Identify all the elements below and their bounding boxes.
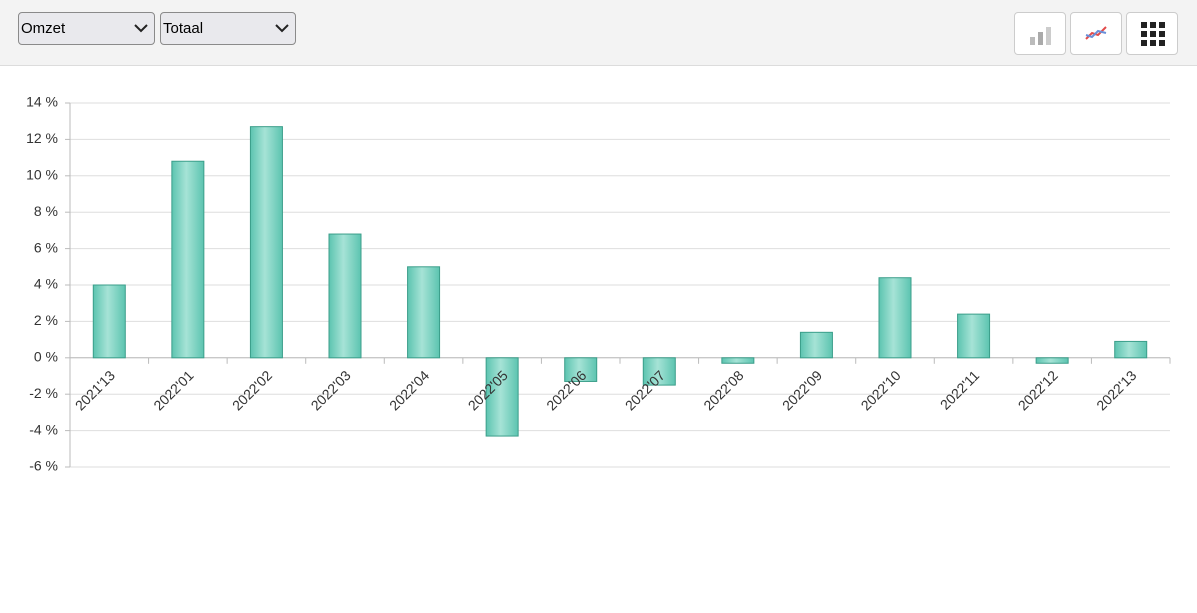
toolbar: Omzet Totaal xyxy=(0,0,1197,66)
table-button[interactable] xyxy=(1126,12,1178,55)
bar xyxy=(878,277,912,359)
chevron xyxy=(275,24,289,33)
x-tick-label: 2022'11 xyxy=(937,367,983,413)
grid-icon xyxy=(1141,22,1165,46)
y-tick-label: 4 % xyxy=(34,276,58,292)
bar-icon xyxy=(1030,27,1051,45)
y-tick-label: 12 % xyxy=(26,130,58,146)
x-tick-label: 2022'13 xyxy=(1093,367,1139,413)
measure-select[interactable]: Omzet xyxy=(18,12,155,45)
x-tick-label: 2022'01 xyxy=(150,367,196,413)
bar xyxy=(721,357,755,364)
x-tick-label: 2022'03 xyxy=(308,367,354,413)
y-tick-label: 14 % xyxy=(26,94,58,110)
line-icon xyxy=(1085,26,1107,40)
x-tick-label: 2022'08 xyxy=(700,367,746,413)
y-tick-label: 8 % xyxy=(34,203,58,219)
line-chart-button[interactable] xyxy=(1070,12,1122,55)
chevron xyxy=(134,24,148,33)
y-tick-label: -4 % xyxy=(29,421,58,437)
x-tick-label: 2022'04 xyxy=(386,367,432,413)
aggregate-select[interactable]: Totaal xyxy=(160,12,296,45)
bar xyxy=(1114,340,1148,359)
x-tick-label: 2022'09 xyxy=(779,367,825,413)
bar xyxy=(171,160,205,359)
x-tick-label: 2021'13 xyxy=(72,367,118,413)
y-tick-label: -6 % xyxy=(29,458,58,474)
bar xyxy=(407,266,441,359)
bar xyxy=(1035,357,1069,364)
y-tick-label: 0 % xyxy=(34,349,58,365)
bar xyxy=(564,357,598,382)
x-tick-label: 2022'02 xyxy=(229,367,275,413)
y-tick-label: 2 % xyxy=(34,312,58,328)
bar xyxy=(642,357,676,386)
bar xyxy=(92,284,126,359)
bar-chart-button[interactable] xyxy=(1014,12,1066,55)
bar xyxy=(328,233,362,359)
measure-value: Omzet xyxy=(21,20,66,37)
aggregate-value: Totaal xyxy=(163,20,204,37)
x-tick-label: 2022'10 xyxy=(858,367,904,413)
bar xyxy=(957,313,991,359)
x-tick-label: 2022'12 xyxy=(1015,367,1061,413)
y-tick-label: 10 % xyxy=(26,167,58,183)
chart: -6 % -4 % -2 % 0 % 2 % 4 % 6 % 8 % 10 % 12 % 14 % 2… xyxy=(26,94,1171,474)
bar xyxy=(799,331,833,359)
y-tick-label: -2 % xyxy=(29,385,58,401)
bar xyxy=(485,357,519,437)
y-tick-label: 6 % xyxy=(34,239,58,255)
bar xyxy=(249,126,283,359)
